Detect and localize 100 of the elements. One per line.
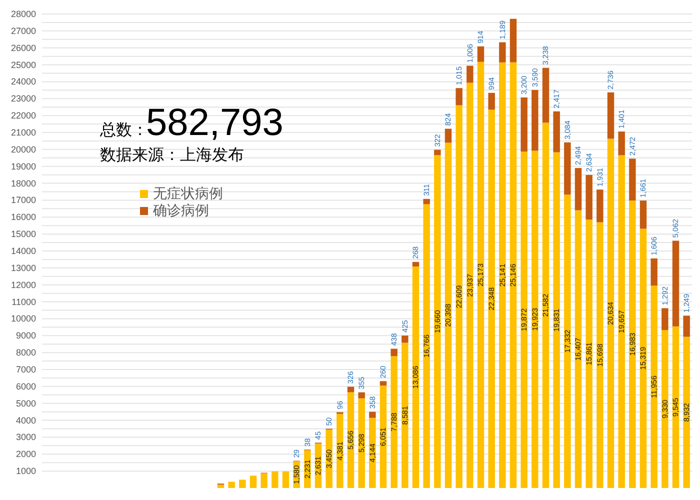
bar: [662, 330, 668, 488]
bar: [618, 132, 625, 156]
annotation: 582,793: [146, 102, 284, 144]
y-tick-label: 5000: [16, 398, 36, 408]
bar: [542, 122, 550, 488]
bar: [683, 336, 690, 488]
y-tick-label: 23000: [10, 94, 36, 104]
bar: [239, 480, 246, 488]
y-tick-label: 16000: [10, 212, 36, 222]
bar: [260, 473, 268, 488]
bar: [336, 414, 344, 488]
bar: [488, 92, 495, 110]
bar: [380, 381, 387, 386]
bar: [586, 174, 592, 220]
bar: [510, 18, 517, 62]
bar: [672, 240, 680, 326]
bar: [596, 190, 604, 222]
bar: [250, 476, 257, 488]
y-tick-label: 3000: [16, 432, 36, 442]
bar: [402, 342, 408, 488]
bar: [510, 62, 517, 488]
bar: [412, 262, 420, 266]
bar: [272, 471, 278, 488]
y-tick-label: 24000: [10, 76, 36, 87]
bar: [434, 155, 441, 488]
bar: [390, 348, 398, 356]
bar: [228, 482, 235, 488]
bar: [477, 62, 484, 488]
y-tick-label: 28000: [10, 9, 36, 19]
bar: [672, 326, 680, 488]
y-tick-label: 4000: [16, 415, 36, 426]
bar: [456, 105, 462, 488]
y-tick-label: 8000: [16, 348, 36, 358]
bar: [520, 152, 528, 488]
bar: [532, 150, 538, 488]
bar: [347, 386, 354, 392]
legend-label: 确诊病例: [152, 202, 209, 218]
legend-label: 无症状病例: [153, 185, 223, 201]
bar: [423, 204, 430, 488]
bar: [477, 46, 484, 62]
y-tick-label: 12000: [10, 280, 36, 290]
bar: [369, 418, 376, 488]
bar: [282, 471, 290, 488]
bar: [499, 42, 506, 62]
y-tick-label: 26000: [10, 42, 36, 53]
bar: [412, 266, 420, 488]
y-tick-label: 19000: [10, 161, 36, 172]
bar: [618, 155, 625, 488]
y-tick-label: 15000: [10, 229, 36, 240]
bar: [499, 62, 506, 488]
bar: [532, 90, 538, 151]
y-tick-label: 13000: [10, 262, 36, 273]
bar: [586, 219, 592, 488]
bar: [607, 138, 614, 488]
bar: [564, 142, 571, 195]
bar: [640, 200, 647, 229]
bar: [574, 168, 582, 210]
bar: [456, 88, 462, 106]
bar: [650, 258, 658, 286]
y-tick-label: 9000: [16, 330, 36, 341]
y-tick-label: 18000: [10, 178, 36, 188]
bar: [358, 392, 365, 398]
annotation: 总数：: [99, 121, 148, 139]
y-tick-label: 27000: [10, 26, 36, 36]
bar: [488, 110, 495, 488]
bar: [607, 92, 614, 139]
y-tick-label: 10000: [10, 314, 36, 324]
y-tick-label: 14000: [10, 246, 36, 256]
y-tick-label: 22000: [10, 110, 36, 121]
bar: [596, 222, 604, 488]
bar: [444, 128, 452, 143]
y-tick-label: 20000: [10, 144, 36, 154]
y-tick-label: 2000: [16, 449, 36, 460]
y-tick-label: 6000: [16, 381, 36, 392]
bar: [662, 308, 668, 330]
bar: [444, 142, 452, 488]
bar: [520, 97, 528, 152]
y-tick-label: 7000: [16, 364, 36, 374]
bar: [629, 200, 636, 488]
annotation: 数据来源：上海发布: [100, 146, 244, 164]
bar: [217, 484, 224, 488]
bar: [369, 412, 376, 418]
bar: [466, 66, 474, 83]
y-tick-label: 17000: [10, 195, 36, 206]
bar: [564, 194, 571, 488]
y-tick-label: 21000: [10, 128, 36, 138]
bar: [358, 398, 365, 488]
bar: [683, 316, 690, 337]
bar: [542, 68, 550, 123]
bar: [553, 111, 560, 152]
bar: [574, 210, 582, 488]
y-tick-label: 1000: [16, 466, 36, 476]
y-tick-label: 25000: [10, 60, 36, 70]
bar: [553, 152, 560, 488]
bar: [402, 336, 408, 343]
bar: [390, 356, 398, 488]
bar: [423, 198, 430, 204]
y-tick-label: 11000: [12, 296, 36, 307]
bar: [650, 286, 658, 488]
bar: [640, 228, 647, 488]
